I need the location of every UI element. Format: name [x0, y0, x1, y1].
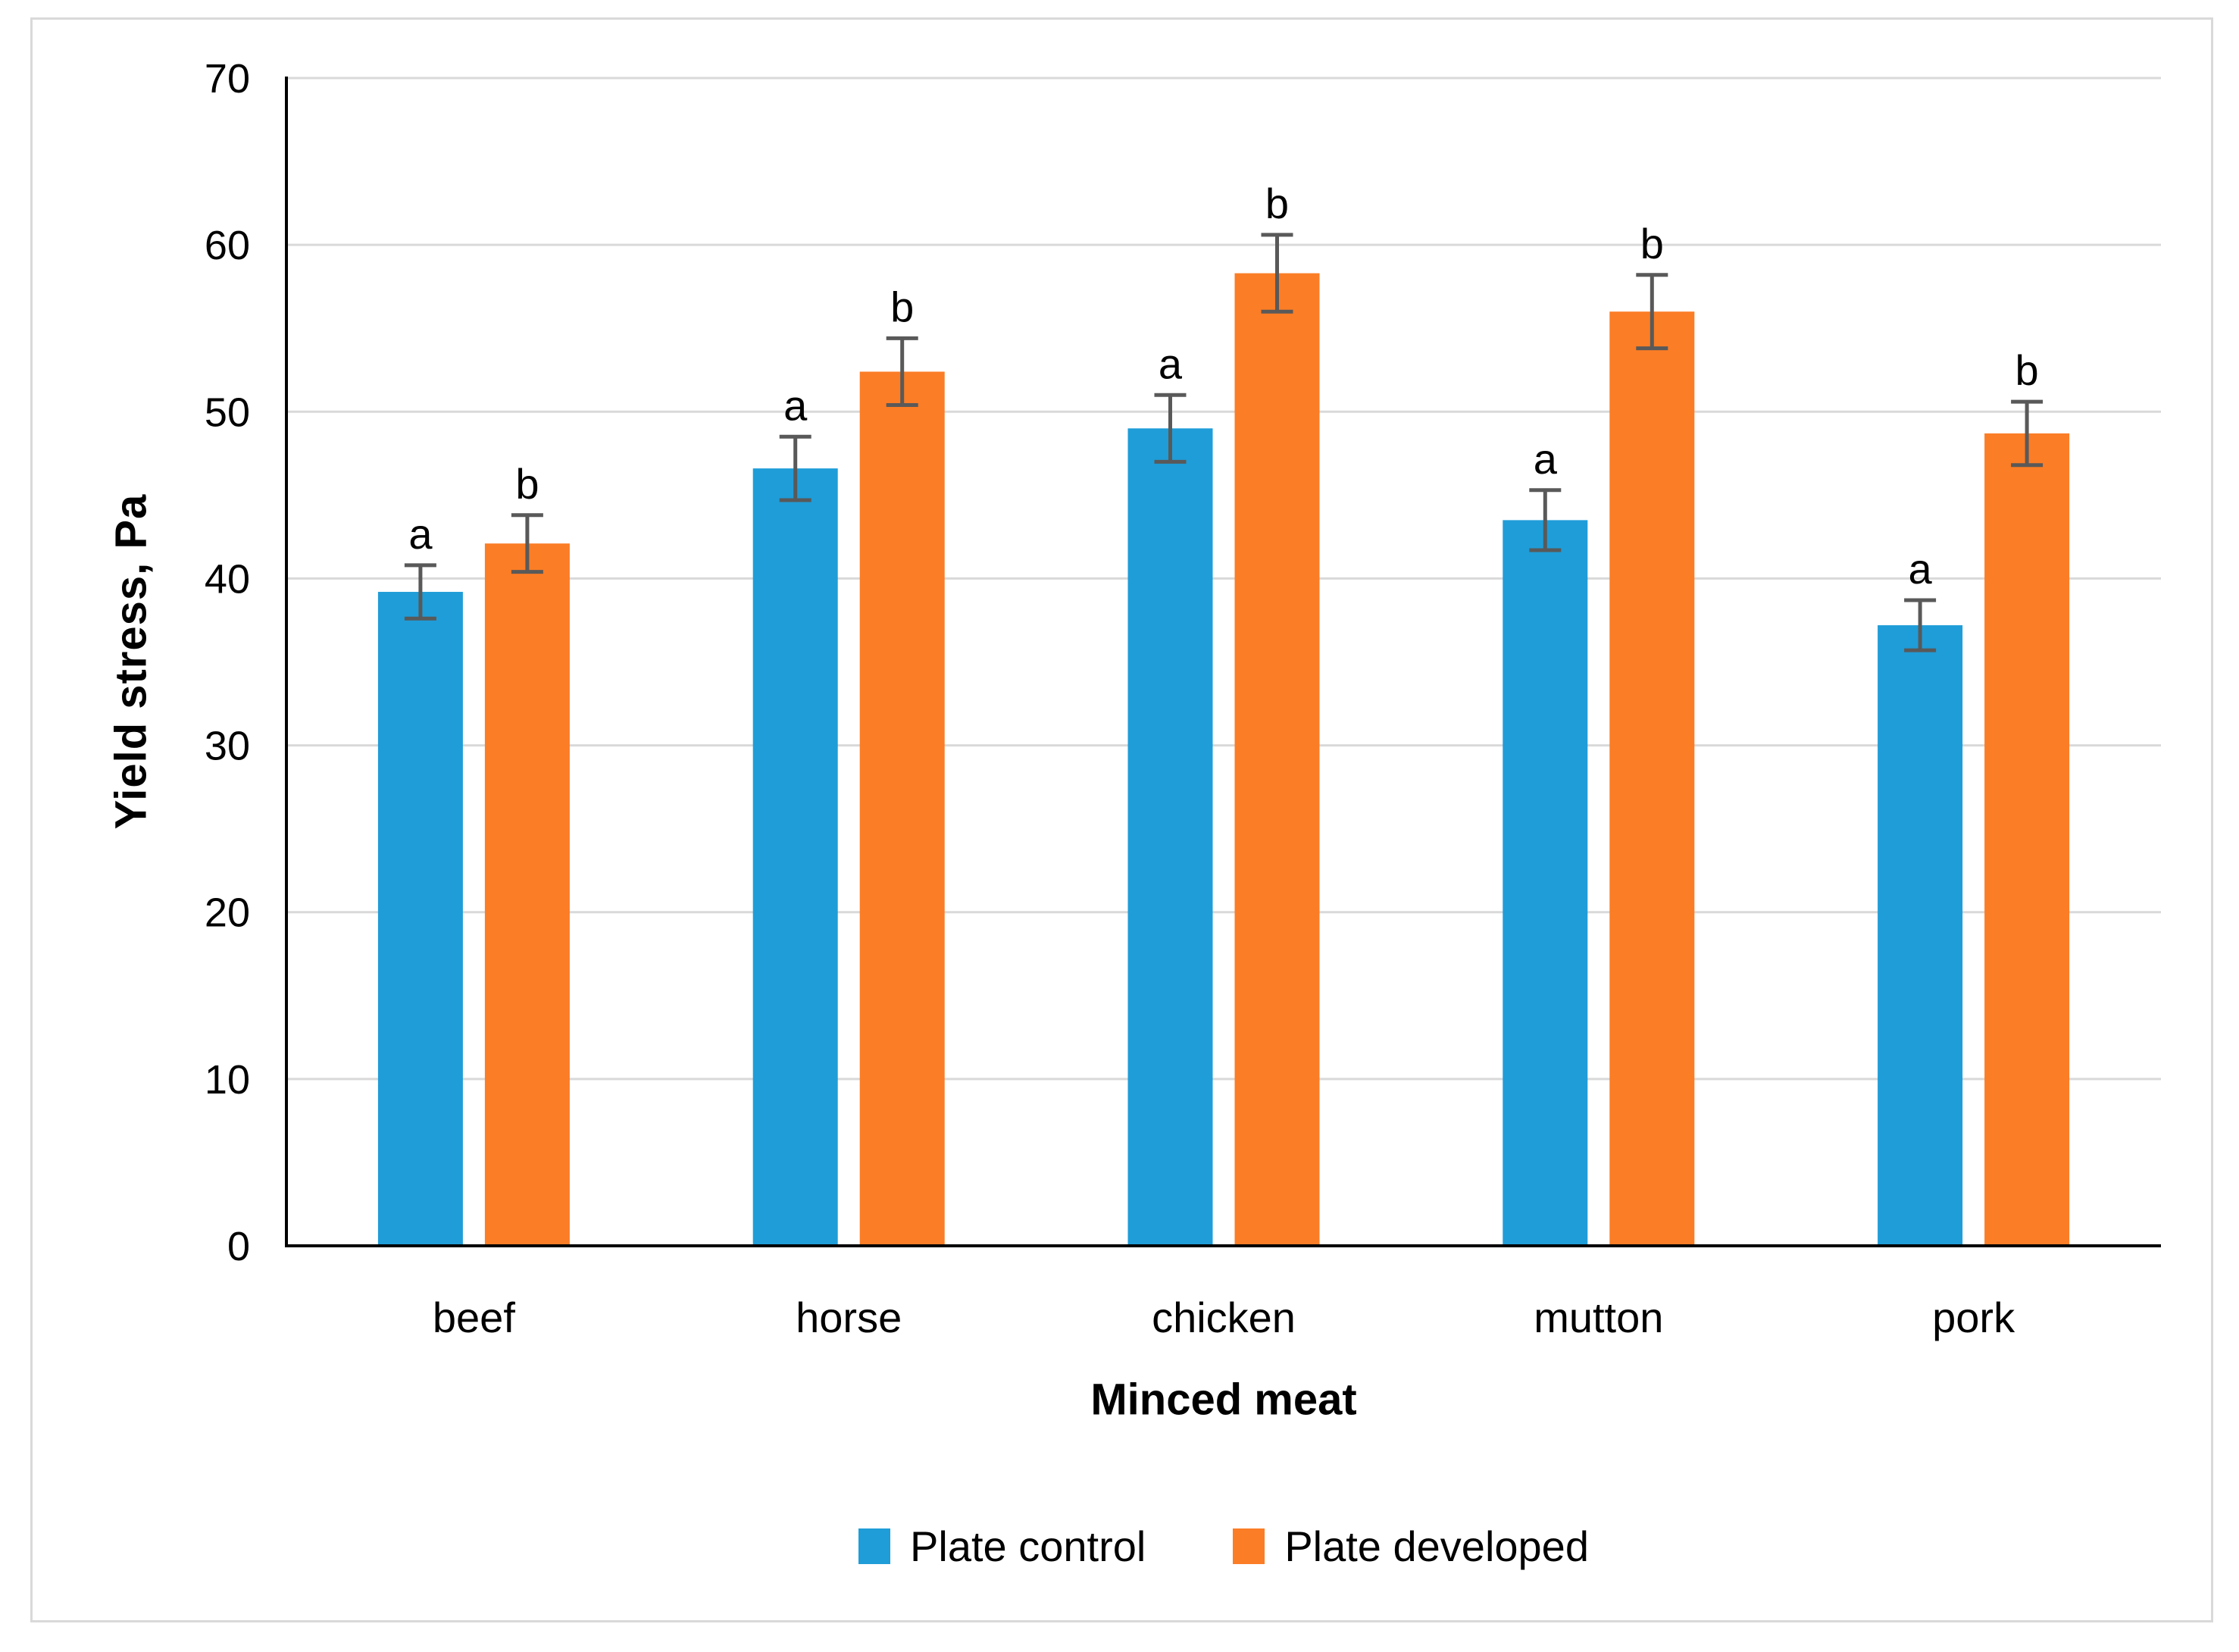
y-axis-title: Yield stress, Pa: [106, 493, 156, 830]
y-tick-label: 30: [205, 724, 250, 769]
sig-letter-plate-developed-horse: b: [890, 283, 914, 330]
legend-label-plate-developed: Plate developed: [1284, 1522, 1589, 1570]
y-tick-label: 40: [205, 556, 250, 602]
sig-letter-plate-developed-chicken: b: [1265, 180, 1289, 227]
bar-plate-control-chicken: [1127, 428, 1213, 1246]
y-tick-label: 10: [205, 1057, 250, 1103]
sig-letter-plate-control-chicken: a: [1159, 339, 1183, 387]
y-tick-label: 50: [205, 390, 250, 435]
x-axis-title: Minced meat: [1090, 1375, 1357, 1425]
sig-letter-plate-developed-mutton: b: [1640, 220, 1664, 268]
sig-letter-plate-control-pork: a: [1909, 545, 1933, 593]
sig-letter-plate-control-horse: a: [783, 381, 808, 429]
sig-letter-plate-control-mutton: a: [1534, 435, 1558, 483]
bar-plate-developed-mutton: [1609, 311, 1695, 1247]
y-tick-label: 60: [205, 223, 250, 268]
bar-plate-developed-horse: [859, 371, 945, 1246]
x-category-label: horse: [796, 1294, 902, 1341]
x-category-label: pork: [1932, 1294, 2015, 1341]
sig-letter-plate-developed-pork: b: [2015, 346, 2039, 394]
x-category-label: chicken: [1152, 1294, 1296, 1341]
y-tick-label: 0: [227, 1224, 250, 1269]
bar-plate-developed-chicken: [1234, 273, 1320, 1246]
bar-plate-control-beef: [377, 592, 463, 1246]
legend-item-plate-developed: Plate developed: [1233, 1522, 1589, 1571]
legend-item-plate-control: Plate control: [858, 1522, 1146, 1571]
legend: Plate control Plate developed: [286, 1516, 2161, 1576]
bar-plate-developed-beef: [484, 543, 570, 1246]
bar-plate-control-horse: [752, 468, 838, 1246]
bar-plate-control-mutton: [1503, 520, 1588, 1246]
bar-plate-developed-pork: [1984, 433, 2070, 1246]
sig-letter-plate-control-beef: a: [408, 510, 433, 558]
x-category-label: beef: [433, 1294, 515, 1341]
bar-plate-control-pork: [1878, 625, 1963, 1246]
x-category-label: mutton: [1534, 1294, 1663, 1341]
legend-swatch-plate-developed: [1233, 1528, 1265, 1564]
y-tick-label: 70: [205, 56, 250, 102]
legend-label-plate-control: Plate control: [910, 1522, 1146, 1570]
y-tick-label: 20: [205, 890, 250, 936]
sig-letter-plate-developed-beef: b: [515, 460, 539, 508]
legend-swatch-plate-control: [858, 1528, 891, 1564]
